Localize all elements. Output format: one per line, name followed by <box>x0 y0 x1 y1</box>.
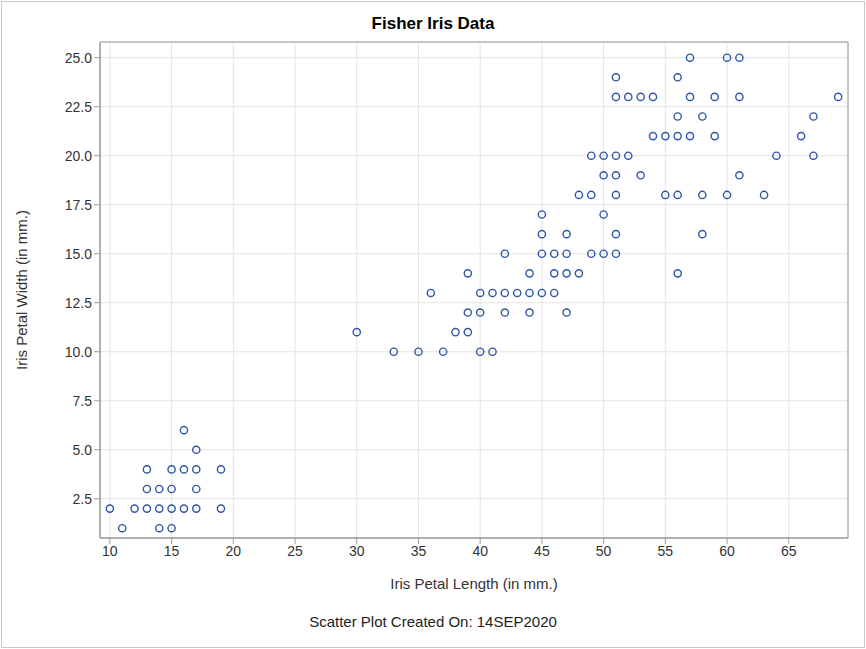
svg-text:5.0: 5.0 <box>73 442 93 458</box>
svg-text:30: 30 <box>349 543 365 559</box>
svg-text:45: 45 <box>534 543 550 559</box>
svg-text:55: 55 <box>658 543 674 559</box>
svg-text:20: 20 <box>226 543 242 559</box>
svg-text:60: 60 <box>719 543 735 559</box>
svg-text:Iris Petal Width (in mm.): Iris Petal Width (in mm.) <box>13 210 30 370</box>
svg-text:10.0: 10.0 <box>65 344 92 360</box>
svg-text:12.5: 12.5 <box>65 295 92 311</box>
html-text:Scatter Plot Created On: 14SEP: Scatter Plot Created On: 14SEP2020 <box>309 613 557 630</box>
svg-text:35: 35 <box>411 543 427 559</box>
svg-text:17.5: 17.5 <box>65 197 92 213</box>
svg-text:10: 10 <box>102 543 118 559</box>
svg-text:50: 50 <box>596 543 612 559</box>
svg-text:Iris Petal Length (in mm.): Iris Petal Length (in mm.) <box>390 575 558 592</box>
svg-text:25.0: 25.0 <box>65 50 92 66</box>
svg-text:20.0: 20.0 <box>65 148 92 164</box>
svg-text:2.5: 2.5 <box>73 491 93 507</box>
html-text:Fisher Iris Data: Fisher Iris Data <box>371 14 495 33</box>
svg-text:15.0: 15.0 <box>65 246 92 262</box>
svg-text:40: 40 <box>472 543 488 559</box>
svg-text:7.5: 7.5 <box>73 393 93 409</box>
svg-text:22.5: 22.5 <box>65 99 92 115</box>
svg-text:25: 25 <box>287 543 303 559</box>
svg-text:65: 65 <box>781 543 797 559</box>
svg-text:15: 15 <box>164 543 180 559</box>
